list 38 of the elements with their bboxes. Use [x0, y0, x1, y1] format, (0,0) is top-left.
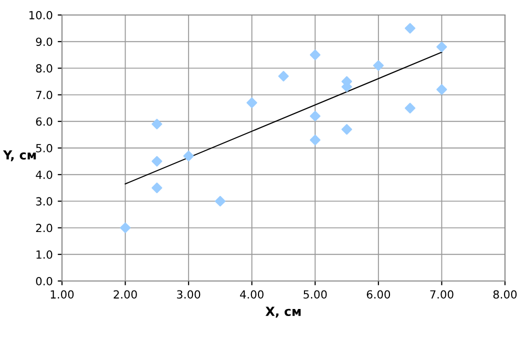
point: [404, 23, 416, 34]
y-tick-label: 3.0: [36, 197, 52, 206]
point: [152, 156, 162, 167]
y-tick-label: 7.0: [36, 90, 52, 100]
y-tick-label: 5.0: [36, 144, 52, 152]
point: [152, 182, 162, 194]
y-axis-title: Y, см: [3, 150, 36, 162]
x-tick-label: 7.00: [430, 290, 454, 299]
x-tick-label: 2.00: [114, 290, 137, 299]
point: [310, 134, 320, 146]
point: [310, 110, 320, 122]
point: [373, 60, 384, 71]
point: [120, 222, 131, 234]
y-tick-label: 9.0: [36, 38, 52, 46]
x-tick-label: 8.00: [493, 290, 517, 299]
y-tick-label: 1.0: [36, 250, 52, 259]
y-tick-label: 6.0: [36, 117, 52, 126]
point: [278, 70, 289, 82]
y-tick-label: 4.0: [36, 170, 52, 179]
x-tick-label: 4.00: [240, 290, 264, 299]
point: [341, 124, 352, 135]
x-tick-label: 3.00: [177, 290, 200, 299]
point: [404, 102, 416, 114]
point: [436, 84, 448, 95]
x-tick-label: 1.00: [50, 290, 74, 299]
y-tick-label: 2.0: [36, 224, 52, 232]
y-tick-label: 0.0: [36, 276, 52, 286]
point: [246, 97, 258, 108]
x-tick-label: 5.00: [304, 290, 327, 299]
point: [214, 196, 226, 206]
point: [436, 42, 448, 52]
point: [310, 50, 320, 60]
y-tick-label: 8.0: [36, 64, 52, 73]
x-axis-title: X, см: [266, 306, 301, 318]
point: [183, 150, 194, 162]
point: [152, 118, 162, 130]
x-tick-label: 6.00: [366, 290, 390, 299]
y-tick-label: 10.0: [29, 10, 52, 20]
